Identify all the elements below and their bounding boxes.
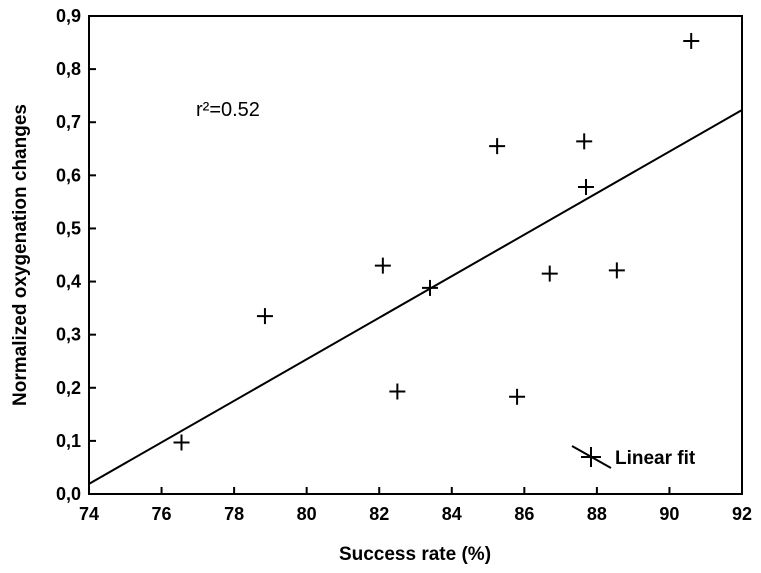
plot-frame [88,15,743,495]
data-point [576,133,593,150]
data-point [509,388,526,405]
y-tick-label: 0,7 [56,112,81,132]
x-tick-label: 80 [297,504,317,524]
x-tick-label: 74 [79,504,99,524]
y-axis-ticks: 0,0 0,1 0,2 0,3 0,4 0,5 0,6 0,7 0,8 0,9 [56,6,96,504]
x-tick-label: 86 [514,504,534,524]
y-tick-label: 0,5 [56,218,81,238]
x-tick-label: 90 [659,504,679,524]
y-tick-label: 0,3 [56,325,81,345]
x-tick-label: 92 [732,504,752,524]
y-tick-label: 0,2 [56,378,81,398]
data-points [173,32,700,451]
y-tick-label: 0,4 [56,272,81,292]
data-point [389,383,406,400]
data-point [541,265,558,282]
data-point [608,262,625,279]
y-tick-label: 0,1 [56,431,81,451]
data-point [374,257,391,274]
x-tick-label: 84 [442,504,462,524]
legend-label: Linear fit [615,448,696,469]
data-point [422,279,439,296]
y-tick-label: 0,8 [56,59,81,79]
x-tick-label: 76 [152,504,172,524]
legend: Linear fit [571,445,696,469]
linear-fit-line [88,109,743,485]
y-tick-label: 0,0 [56,484,81,504]
x-axis-ticks: 74 76 78 80 82 84 86 88 90 92 [79,487,752,524]
y-tick-label: 0,9 [56,6,81,26]
r-squared-annotation: r²=0.52 [196,99,260,121]
x-tick-label: 82 [369,504,389,524]
data-point [489,138,506,155]
x-axis-title: Success rate (%) [339,544,491,565]
y-axis-title: Normalized oxygenation changes [10,104,31,406]
y-tick-label: 0,6 [56,165,81,185]
data-point [256,308,273,325]
data-point [578,179,595,196]
data-point [173,434,190,451]
data-point [683,32,700,49]
x-tick-label: 88 [587,504,607,524]
x-tick-label: 78 [224,504,244,524]
